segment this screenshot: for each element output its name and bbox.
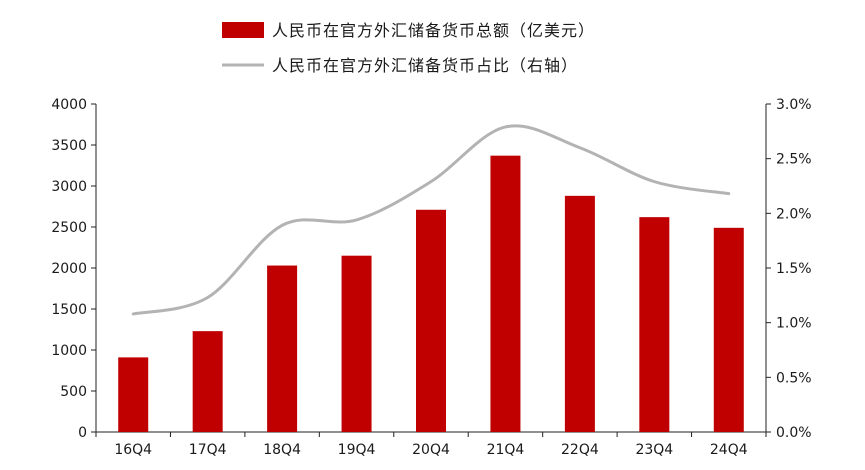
x-tick-label: 23Q4 xyxy=(635,442,673,458)
left-tick-label: 1000 xyxy=(51,343,87,359)
bar xyxy=(118,357,149,432)
bar xyxy=(713,227,744,432)
bar xyxy=(267,265,298,432)
legend-label-bar: 人民币在官方外汇储备货币总额（亿美元） xyxy=(272,21,595,40)
x-tick-label: 17Q4 xyxy=(189,442,227,458)
bar xyxy=(490,155,521,432)
left-tick-label: 500 xyxy=(60,384,87,400)
left-tick-label: 3500 xyxy=(51,138,87,154)
right-tick-label: 1.0% xyxy=(776,316,812,332)
legend: 人民币在官方外汇储备货币总额（亿美元） 人民币在官方外汇储备货币占比（右轴） xyxy=(222,21,595,75)
x-tick-label: 24Q4 xyxy=(710,442,748,458)
left-tick-label: 2500 xyxy=(51,220,87,236)
plot-area: 0 500 1000 1500 2000 2500 3000 3500 4000 0.0% 0.5%… xyxy=(51,97,811,458)
x-tick-label: 19Q4 xyxy=(338,442,376,458)
bar xyxy=(639,217,670,432)
x-tick-label: 22Q4 xyxy=(561,442,599,458)
series-line xyxy=(131,124,731,316)
x-tick-label: 18Q4 xyxy=(263,442,301,458)
left-tick-label: 3000 xyxy=(51,179,87,195)
x-tick-label: 16Q4 xyxy=(114,442,152,458)
bar xyxy=(564,195,595,432)
x-tick-label: 20Q4 xyxy=(412,442,450,458)
bar xyxy=(192,331,223,432)
bar xyxy=(416,209,446,432)
bar xyxy=(341,255,372,432)
left-tick-label: 4000 xyxy=(51,97,87,113)
right-tick-label: 2.0% xyxy=(776,206,812,222)
right-tick-label: 3.0% xyxy=(776,97,812,113)
left-tick-label: 2000 xyxy=(51,261,87,277)
x-tick-label: 21Q4 xyxy=(487,442,525,458)
legend-swatch-bar xyxy=(222,22,264,38)
right-tick-label: 1.5% xyxy=(776,261,812,277)
left-tick-label: 1500 xyxy=(51,302,87,318)
right-tick-label: 0.0% xyxy=(776,425,812,441)
left-tick-label: 0 xyxy=(78,425,87,441)
legend-label-line: 人民币在官方外汇储备货币占比（右轴） xyxy=(272,56,578,75)
right-tick-label: 0.5% xyxy=(776,370,812,386)
right-tick-label: 2.5% xyxy=(776,152,812,168)
